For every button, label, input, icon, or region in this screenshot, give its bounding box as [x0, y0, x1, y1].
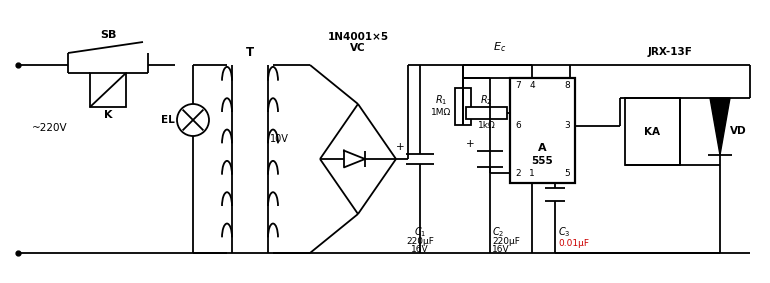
Text: 1N4001×5: 1N4001×5 — [327, 32, 389, 42]
Text: +: + — [466, 139, 474, 149]
Text: 2: 2 — [515, 168, 521, 177]
Text: K: K — [104, 110, 112, 120]
Text: ~220V: ~220V — [32, 123, 68, 133]
Text: T: T — [246, 46, 254, 59]
Text: SB: SB — [100, 30, 116, 40]
Text: 555: 555 — [531, 156, 553, 166]
Text: 4: 4 — [529, 82, 535, 91]
Bar — [625, 98, 680, 165]
Text: 6: 6 — [515, 121, 521, 130]
Text: 16V: 16V — [411, 245, 429, 254]
Text: $R_1$: $R_1$ — [435, 94, 447, 108]
Text: 16V: 16V — [492, 245, 510, 254]
Text: 7: 7 — [515, 82, 521, 91]
Text: VD: VD — [730, 127, 746, 136]
Text: 10V: 10V — [270, 134, 289, 144]
Text: $R_2$: $R_2$ — [480, 93, 493, 107]
Bar — [466, 107, 507, 119]
Text: $C_3$: $C_3$ — [558, 225, 571, 239]
Text: +: + — [396, 142, 404, 152]
Text: 1MΩ: 1MΩ — [431, 108, 451, 117]
Text: EL: EL — [161, 115, 175, 125]
Text: $E_c$: $E_c$ — [494, 40, 507, 54]
Bar — [90, 73, 126, 107]
Text: 5: 5 — [564, 168, 570, 177]
Text: 8: 8 — [564, 82, 570, 91]
Text: KA: KA — [644, 127, 660, 137]
Text: A: A — [537, 143, 546, 153]
Bar — [510, 78, 575, 183]
Text: $C_2$: $C_2$ — [492, 225, 504, 239]
Bar — [455, 88, 471, 125]
Polygon shape — [710, 98, 730, 155]
Text: 0.01μF: 0.01μF — [558, 239, 589, 248]
Text: 1kΩ: 1kΩ — [477, 121, 495, 130]
Text: 220μF: 220μF — [406, 237, 434, 245]
Text: VC: VC — [350, 43, 366, 53]
Text: 1: 1 — [529, 168, 535, 177]
Text: JRX-13F: JRX-13F — [648, 47, 692, 57]
Text: 3: 3 — [564, 121, 570, 130]
Text: 220μF: 220μF — [492, 237, 520, 245]
Text: $C_1$: $C_1$ — [413, 225, 427, 239]
